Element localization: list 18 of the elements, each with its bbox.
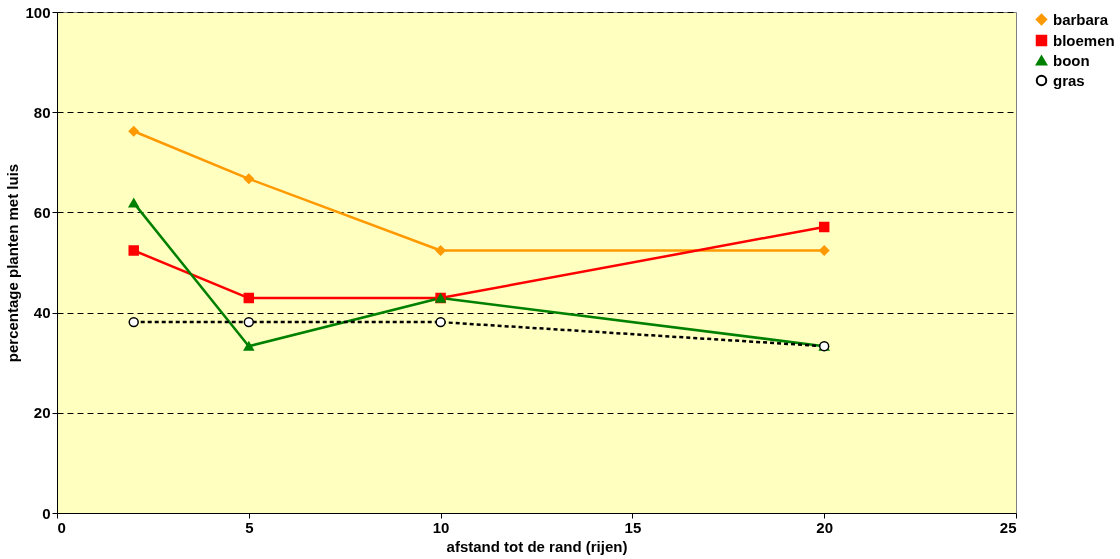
y-tick-label: 100 [25,3,51,21]
x-tick-label: 25 [999,518,1017,536]
x-tick-label: 15 [624,518,642,536]
y-tick-label: 0 [42,504,51,522]
x-tick-label: 20 [816,518,834,536]
y-tick-label: 80 [33,103,51,121]
legend-label: barbara [1053,10,1109,28]
legend-label: gras [1053,71,1085,89]
x-axis-title: afstand tot de rand (rijen) [446,537,628,555]
x-tick-label: 0 [57,518,66,536]
x-tick-label: 5 [245,518,254,536]
legend-label: boon [1053,51,1090,69]
y-axis-title: percentage planten met luis [4,163,22,363]
y-tick-label: 60 [33,203,51,221]
y-tick-label: 40 [33,304,51,322]
y-tick-label: 20 [33,404,51,422]
legend-label: bloemen [1053,31,1115,49]
x-tick-label: 10 [432,518,450,536]
